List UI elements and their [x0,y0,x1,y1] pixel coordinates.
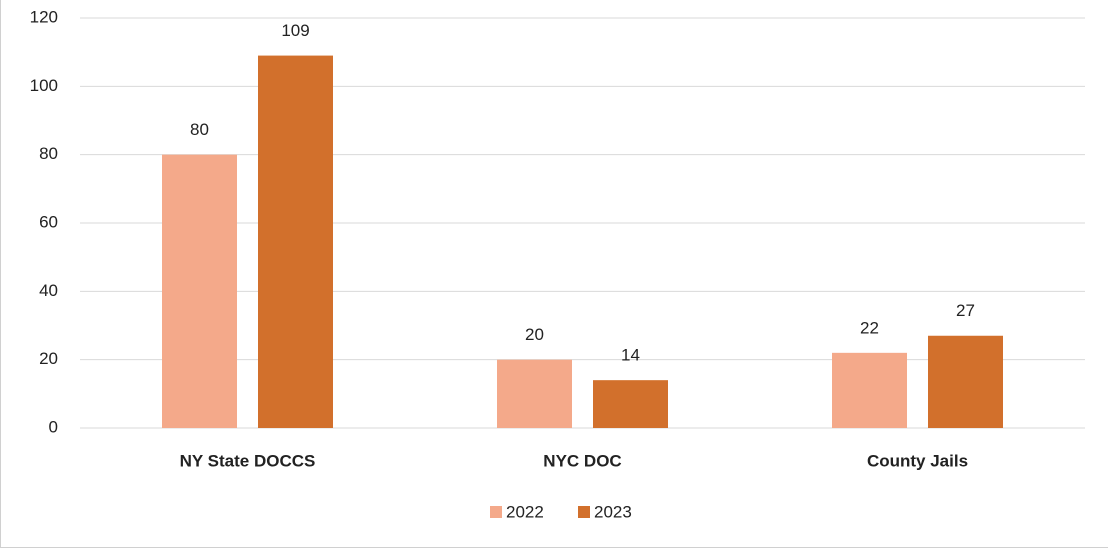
legend-label: 2023 [594,502,632,521]
data-label: 80 [190,120,209,139]
data-label: 22 [860,318,879,337]
y-tick-label: 20 [39,349,58,368]
bar [832,352,907,428]
x-tick-label: NYC DOC [543,451,621,470]
legend-label: 2022 [506,502,544,521]
bar [497,359,572,428]
data-label: 20 [525,325,544,344]
y-tick-label: 40 [39,281,58,300]
bar [258,55,333,428]
x-tick-label: NY State DOCCS [180,451,316,470]
legend-swatch [578,506,590,518]
data-label: 27 [956,301,975,320]
y-tick-label: 60 [39,212,58,231]
legend-swatch [490,506,502,518]
y-tick-label: 80 [39,144,58,163]
y-tick-label: 0 [49,417,58,436]
data-label: 109 [281,21,309,40]
bar [928,335,1003,428]
data-label: 14 [621,346,640,365]
y-tick-label: 100 [30,76,58,95]
bar [593,380,668,428]
x-tick-label: County Jails [867,451,968,470]
bar [162,154,237,428]
y-tick-label: 120 [30,7,58,26]
